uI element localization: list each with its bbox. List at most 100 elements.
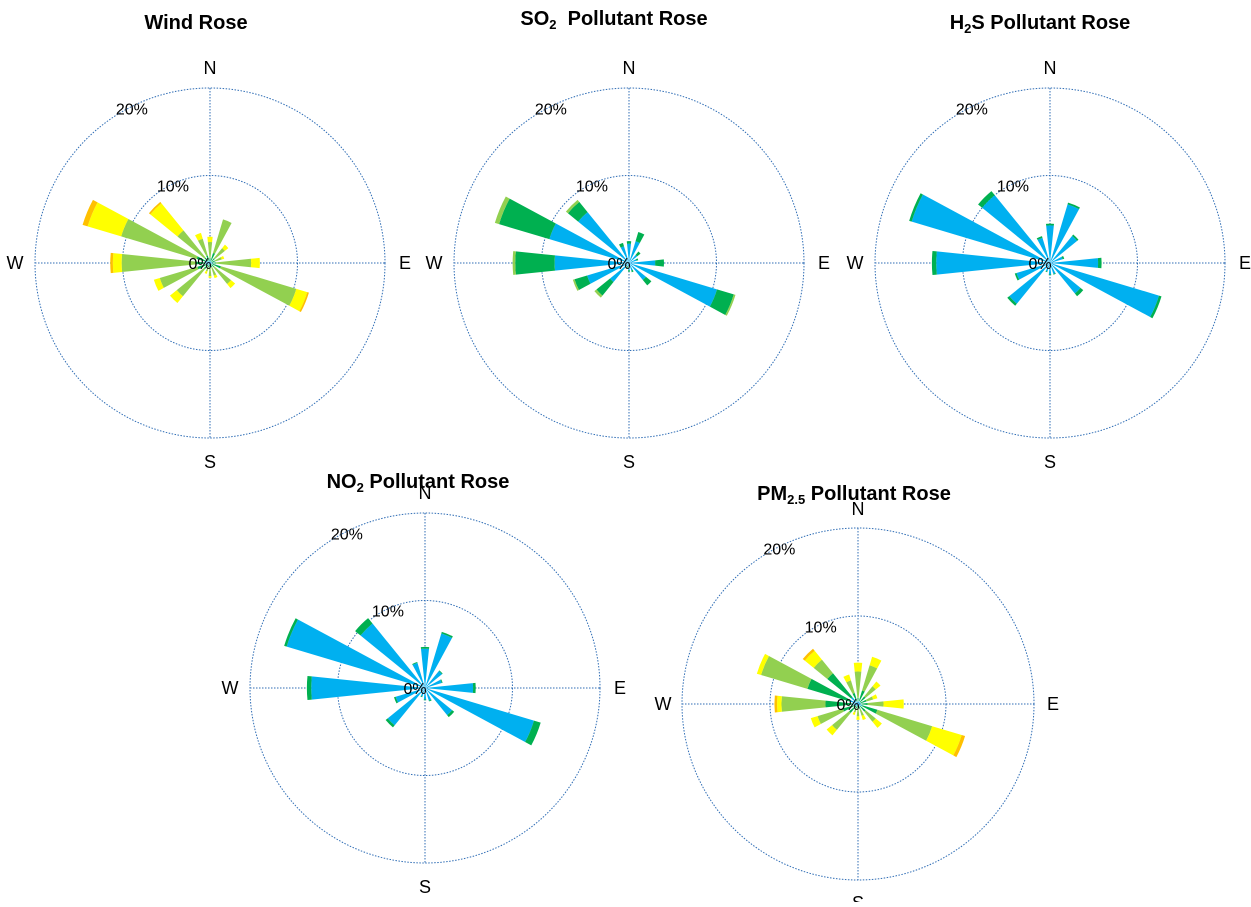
petal-NNE <box>425 632 453 688</box>
petal-segment-W-yellow <box>113 253 122 273</box>
petal-NNE <box>629 232 644 263</box>
petal-NNE <box>1050 203 1080 263</box>
radial-tick-label-0: 0% <box>836 697 859 714</box>
radial-tick-label-20: 20% <box>331 526 363 543</box>
cardinal-label-S: S <box>623 452 635 472</box>
cardinal-label-W: W <box>847 253 864 273</box>
chart-title-main: PM <box>757 483 787 505</box>
petal-segment-WNW-light_green <box>761 656 811 689</box>
cardinal-label-S: S <box>204 452 216 472</box>
rose-chart-3: 0% 10% 20% N E S W <box>847 58 1251 472</box>
cardinal-label-W: W <box>426 253 443 273</box>
petal-segment-S-yellow <box>208 276 211 278</box>
chart-title-rest: Pollutant Rose <box>364 471 510 493</box>
radial-tick-label-10: 10% <box>576 179 608 196</box>
radial-tick-label-0: 0% <box>607 256 630 273</box>
chart-title-1: Wind Rose <box>144 11 247 35</box>
petal-ESE <box>1050 263 1162 318</box>
petal-segment-N-dark_green <box>421 647 429 649</box>
petal-segment-S-dark_green <box>1049 274 1052 275</box>
petal-segment-SSE-yellow <box>862 715 866 720</box>
petal-segment-W-light_green <box>781 696 825 712</box>
cardinal-label-E: E <box>1239 253 1251 273</box>
chart-title-main: SO <box>520 8 549 30</box>
chart-title-2: SO2 Pollutant Rose <box>520 7 707 31</box>
cardinal-label-S: S <box>852 893 864 902</box>
petal-segment-E-dark_green <box>655 259 664 266</box>
petal-segment-N-yellow <box>207 237 212 242</box>
petal-segment-W-orange <box>774 695 777 712</box>
petal-segment-NNE-dark_green <box>636 232 645 243</box>
cardinal-label-S: S <box>1044 452 1056 472</box>
chart-title-main: Wind Rose <box>144 12 247 34</box>
petal-segment-E-light_green <box>868 701 884 706</box>
chart-title-subscript: 2 <box>964 21 971 36</box>
radial-tick-label-0: 0% <box>188 256 211 273</box>
petal-segment-W-yellow <box>777 696 782 713</box>
petal-NNE <box>210 219 232 263</box>
chart-title-4: NO2 Pollutant Rose <box>327 470 510 494</box>
petal-segment-ESE-light_green <box>876 710 932 741</box>
cardinal-label-E: E <box>1047 694 1059 714</box>
petal-segment-ESE-blue <box>629 263 717 307</box>
petal-ESE <box>425 688 541 745</box>
petal-segment-E-dark_green <box>861 703 868 705</box>
petal-segment-W-dark_green <box>515 251 555 274</box>
radial-tick-label-10: 10% <box>997 179 1029 196</box>
petal-segment-E-dark_green <box>473 683 476 693</box>
petal-segment-W-dark_green <box>307 676 312 700</box>
petal-segment-W-light_green <box>122 254 196 272</box>
rose-chart-1: 0% 10% 20% N E S W <box>7 58 412 472</box>
cardinal-label-W: W <box>7 253 24 273</box>
chart-title-main: NO <box>327 471 357 493</box>
petal-segment-WNW-dark_green <box>499 199 556 240</box>
petal-segment-ENE-light_green <box>866 696 873 701</box>
radial-tick-label-0: 0% <box>1028 256 1051 273</box>
chart-title-rest: Pollutant Rose <box>805 483 951 505</box>
radial-tick-label-0: 0% <box>403 681 426 698</box>
cardinal-label-E: E <box>614 678 626 698</box>
radial-tick-label-10: 10% <box>372 604 404 621</box>
radial-tick-label-20: 20% <box>535 101 567 118</box>
petal-segment-E-yellow <box>883 699 903 708</box>
petal-segment-NNE-blue <box>1050 204 1079 263</box>
radial-tick-label-10: 10% <box>805 619 837 636</box>
petal-WNW <box>284 618 425 688</box>
petal-WNW <box>83 200 210 263</box>
petal-segment-E-light_green <box>216 259 251 267</box>
petal-segment-S-dark_green <box>424 699 427 700</box>
chart-title-3: H2S Pollutant Rose <box>950 11 1131 35</box>
radial-tick-label-20: 20% <box>956 101 988 118</box>
cardinal-label-S: S <box>419 877 431 897</box>
chart-title-rest: S Pollutant Rose <box>971 12 1130 34</box>
petal-ESE <box>858 704 965 757</box>
radial-tick-label-10: 10% <box>157 179 189 196</box>
radial-tick-label-20: 20% <box>116 101 148 118</box>
cardinal-label-N: N <box>1044 58 1057 78</box>
cardinal-label-N: N <box>204 58 217 78</box>
petal-segment-N-light_green <box>855 671 862 697</box>
chart-title-5: PM2.5 Pollutant Rose <box>757 482 951 506</box>
petal-segment-E-yellow <box>251 258 260 268</box>
chart-title-subscript: 2.5 <box>787 492 805 507</box>
petal-segment-ESE-blue <box>1050 263 1159 317</box>
radial-tick-label-20: 20% <box>763 542 795 559</box>
cardinal-label-W: W <box>222 678 239 698</box>
petal-segment-W-dark_green <box>932 251 937 275</box>
cardinal-label-E: E <box>399 253 411 273</box>
chart-title-rest: Pollutant Rose <box>557 8 708 30</box>
petal-segment-NNE-blue <box>425 634 452 688</box>
petal-segment-S-yellow <box>856 716 859 720</box>
cardinal-label-N: N <box>623 58 636 78</box>
petal-segment-N-yellow <box>854 663 862 672</box>
petal-segment-E-dark_green <box>1098 258 1102 269</box>
petal-ESE <box>629 263 735 316</box>
petal-segment-N-dark_green <box>1046 224 1054 226</box>
cardinal-label-W: W <box>655 694 672 714</box>
chart-title-main: H <box>950 12 964 34</box>
